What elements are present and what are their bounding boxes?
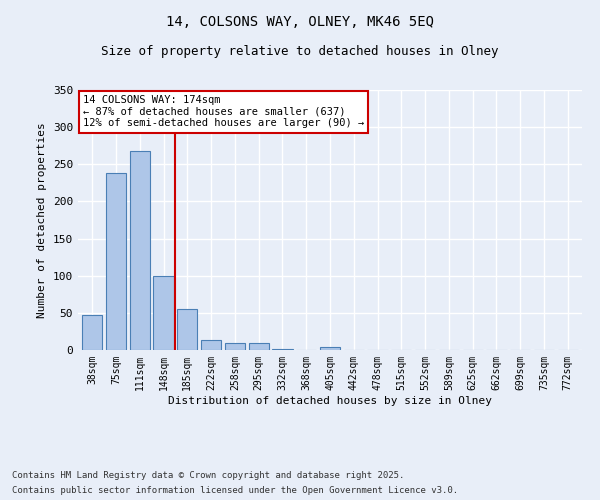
Bar (320, 347, 340, 350)
Y-axis label: Number of detached properties: Number of detached properties (37, 122, 47, 318)
X-axis label: Distribution of detached houses by size in Olney: Distribution of detached houses by size … (168, 396, 492, 406)
Text: Size of property relative to detached houses in Olney: Size of property relative to detached ho… (101, 45, 499, 58)
Bar (225, 342, 245, 350)
Text: Contains public sector information licensed under the Open Government Licence v3: Contains public sector information licen… (12, 486, 458, 495)
Bar (201, 340, 221, 350)
Bar (106, 173, 126, 350)
Text: 14, COLSONS WAY, OLNEY, MK46 5EQ: 14, COLSONS WAY, OLNEY, MK46 5EQ (166, 15, 434, 29)
Bar (177, 309, 197, 350)
Bar (248, 342, 269, 350)
Text: 14 COLSONS WAY: 174sqm
← 87% of detached houses are smaller (637)
12% of semi-de: 14 COLSONS WAY: 174sqm ← 87% of detached… (83, 95, 364, 128)
Bar (272, 348, 293, 350)
Text: Contains HM Land Registry data © Crown copyright and database right 2025.: Contains HM Land Registry data © Crown c… (12, 471, 404, 480)
Bar (130, 151, 150, 350)
Bar (82, 315, 103, 350)
Bar (154, 276, 173, 350)
